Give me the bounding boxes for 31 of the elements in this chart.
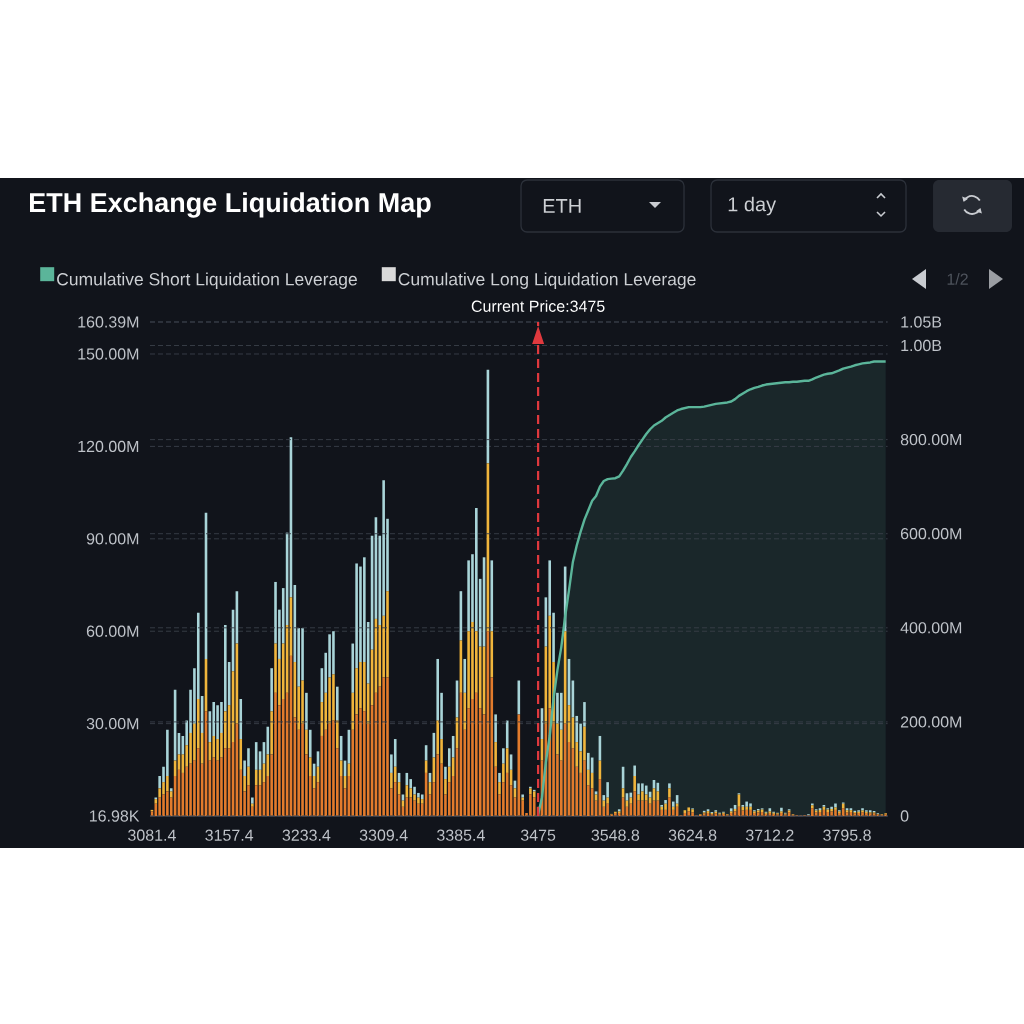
text: 1 day (728, 196, 777, 216)
x-tick-label: 3233.4 (282, 829, 331, 841)
y2-tick-label: 400.00M (900, 622, 962, 634)
y-tick-label: 120.00M (78, 440, 139, 453)
legend-label: Cumulative Long Liquidation Leverage (398, 272, 696, 289)
x-tick-label: 3475 (520, 829, 556, 841)
text: ETH (543, 199, 581, 213)
y2-tick-label: 600.00M (900, 528, 962, 540)
chart-title: ETH Exchange Liquidation Map (30, 192, 431, 218)
y-tick-label: 16.98K (89, 810, 140, 822)
x-tick-label: 3712.2 (745, 829, 794, 841)
y2-tick-label: 1.00B (901, 339, 942, 352)
text: 1/2 (947, 273, 968, 285)
y-tick-label: 160.39M (78, 316, 139, 328)
x-tick-label: 3309.4 (359, 829, 408, 841)
x-tick-label: 3157.4 (205, 829, 254, 841)
legend-label: Cumulative Short Liquidation Leverage (57, 272, 357, 289)
y-tick-label: 60.00M (86, 625, 139, 637)
x-tick-label: 3548.8 (591, 829, 640, 841)
x-tick-label: 3795.8 (823, 829, 871, 841)
y2-tick-label: 1.05B (901, 316, 942, 328)
y2-tick-label: 0 (900, 810, 909, 822)
y-tick-label: 30.00M (86, 717, 139, 730)
ref-line-label: Current Price:3475 (471, 300, 605, 312)
x-tick-label: 3385.4 (437, 829, 485, 841)
y2-tick-label: 200.00M (900, 716, 962, 728)
y2-tick-label: 800.00M (900, 433, 962, 446)
y-tick-label: 90.00M (86, 533, 139, 545)
y-tick-label: 150.00M (78, 348, 139, 360)
x-tick-label: 3624.8 (668, 829, 717, 841)
x-tick-label: 3081.4 (128, 829, 176, 841)
